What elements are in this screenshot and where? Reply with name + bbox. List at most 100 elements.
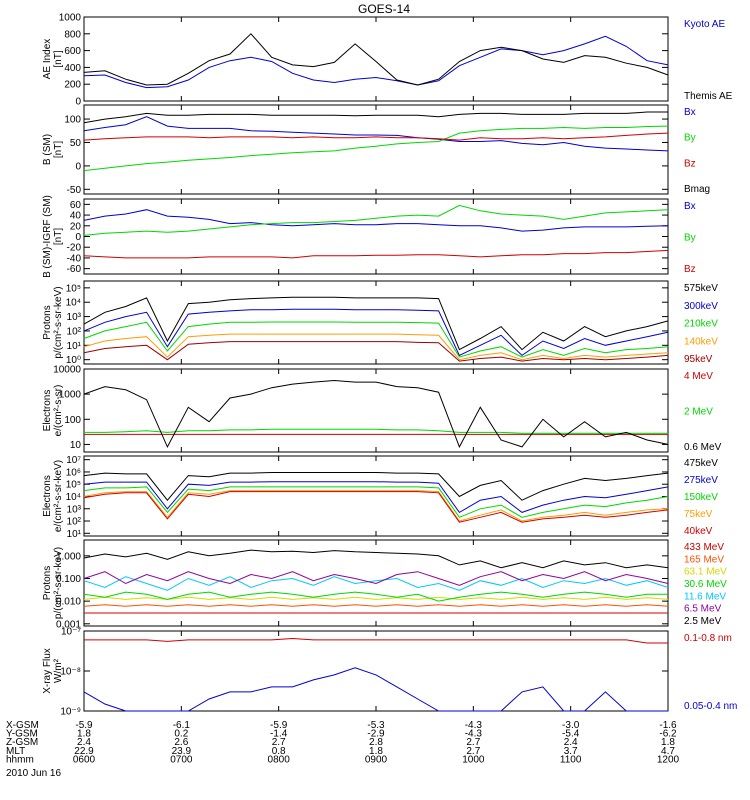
orbit-axis-table: X-GSMY-GSMZ-GSMMLThhmm-5.91.82.422.90600… [6,720,680,765]
series-75kev [83,490,669,522]
series-300kev [83,308,669,357]
series-themis-ae [83,33,669,86]
y-axis-title: [nT] [53,50,64,67]
panel-xray: 10⁻⁹ 10⁻⁸ 10⁻⁷ X-ray Flux W/m² 0.1-0.8 nm 0.05… [42,627,737,718]
legend-140kev: 140keV [684,336,718,347]
y-axis-title: Protons [42,566,53,600]
legend-kyoto-ae: Kyoto AE [684,19,725,30]
legend-75kev: 75keV [684,509,713,520]
series-2-mev [84,428,668,434]
y-tick-label: 10⁰ [66,355,81,366]
y-tick-label: 10² [67,517,82,528]
axis-value: 1100 [560,754,582,765]
y-tick-label: 0.100 [56,574,81,585]
series-0-05-0-4-nm [83,667,668,712]
y-tick-label: 1000 [59,390,82,401]
y-tick-label: 10⁵ [66,480,81,491]
series-63-1-mev [83,596,669,600]
y-axis-title: e/(cm²-s-sr-keV) [53,460,64,532]
axis-value: -5.9 [270,720,288,731]
series-6-5-mev [83,571,669,586]
series-0-6-mev [83,379,669,449]
series-210kev [83,321,669,358]
axis-row-label-y-gsm: Y-GSM [6,729,38,740]
axis-value: -5.4 [562,729,580,740]
panel-protons_low: 10⁰ 10¹ 10² 10³ 10⁴ 10⁵ Protons p/(cm²-s-sr-keV… [42,280,718,366]
axis-value: -5.3 [367,720,385,731]
series-2-5-mev [83,549,669,569]
y-tick-label: 1.000 [56,551,81,562]
y-axis-title: AE Index [42,39,53,80]
y-tick-label: 10⁴ [66,492,81,503]
axis-value: 1000 [462,754,485,765]
legend-2-mev: 2 MeV [684,407,713,418]
axis-value: 0600 [73,754,96,765]
series-bz [83,249,669,259]
axis-value: -2.9 [367,729,385,740]
series-150kev [83,486,669,518]
y-tick-label: 10⁶ [66,467,81,478]
legend-themis-ae: Themis AE [684,91,733,102]
y-axis-title: B (SM)-IGRF (SM) [42,195,53,278]
series-bz [83,132,669,141]
legend-63-1-mev: 63.1 MeV [684,567,727,578]
axis-value: -4.3 [465,729,483,740]
axis-value: 23.9 [172,746,192,757]
y-axis-title: Electrons [42,475,53,517]
panel-frame [83,16,669,102]
legend-95kev: 95keV [684,354,713,365]
axis-value: -1.6 [659,720,677,731]
axis-value: 1200 [657,754,680,765]
y-tick-label: 10000 [53,365,81,376]
legend-bmag: Bmag [684,184,710,195]
legend-300kev: 300keV [684,301,718,312]
y-tick-label: 100 [64,115,81,126]
legend-11-6-mev: 11.6 MeV [684,591,726,602]
axis-value: 0900 [365,754,388,765]
y-tick-label: 10⁷ [66,455,81,466]
legend-by: By [684,233,696,244]
y-tick-label: 400 [64,63,81,74]
legend-4-mev: 4 MeV [684,371,713,382]
axis-row-label-z-gsm: Z-GSM [6,737,38,748]
y-tick-label: 200 [64,80,81,91]
y-tick-label: 20 [70,221,82,232]
y-tick-label: 10⁻⁷ [61,627,81,638]
panel-frame [83,198,669,275]
legend-30-6-mev: 30.6 MeV [684,579,727,590]
axis-value: 2.7 [466,746,480,757]
series-475kev [83,472,669,501]
axis-value: -3.0 [562,720,580,731]
y-axis-title: Electrons [42,390,53,432]
axis-value: 1.8 [661,737,675,748]
series-140kev [83,333,669,361]
y-tick-label: 100 [64,415,81,426]
series-kyoto-ae [83,35,669,89]
axis-value: -1.4 [270,729,288,740]
axis-value: -6.1 [173,720,191,731]
axis-value: 3.7 [564,746,578,757]
legend-575kev: 575keV [684,283,718,294]
y-axis-title: p/(cm²-s-sr-keV) [53,547,64,619]
y-tick-label: 0.010 [56,597,81,608]
y-tick-label: 10⁻⁹ [60,707,81,718]
panel-bsm: -50 0 50 100 B (SM) [nT] Bx By Bz Bmag [42,104,710,196]
panel-frame [83,630,669,712]
y-axis-title: [nT] [53,228,64,245]
y-tick-label: 1000 [59,13,82,24]
axis-value: 1.8 [369,746,383,757]
y-tick-label: 600 [64,46,81,57]
legend-0-1-0-8-nm: 0.1-0.8 nm [684,633,732,644]
axis-value: -5.9 [75,720,93,731]
series-165-mev [83,604,669,607]
axis-row-label-x-gsm: X-GSM [6,720,39,731]
axis-value: 0.2 [174,729,188,740]
y-tick-label: -40 [67,253,82,264]
date-label: 2010 Jun 16 [6,768,61,779]
y-tick-label: 10⁴ [66,298,81,309]
axis-value: 2.4 [77,737,91,748]
series-30-6-mev [83,591,668,602]
legend-bx: Bx [684,107,696,118]
